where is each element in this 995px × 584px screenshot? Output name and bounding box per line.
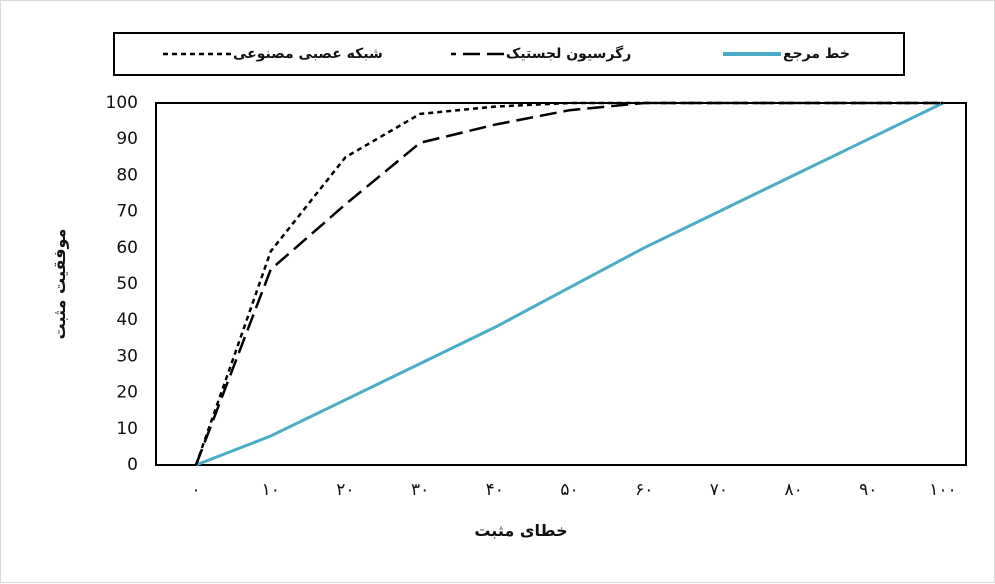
y-tick-label: 70 — [116, 202, 138, 222]
x-tick-label: ۷۰ — [710, 480, 728, 500]
legend-item-logistic: رگرسیون لجستیک — [451, 45, 631, 62]
y-tick-label: 40 — [116, 310, 138, 330]
x-tick-label: ۶۰ — [635, 480, 653, 500]
legend-item-ann: شبکه عصبی مصنوعی — [161, 46, 383, 62]
y-tick-label: 80 — [116, 165, 138, 185]
y-tick-label: 100 — [106, 93, 138, 113]
legend-label-reference: خط مرجع — [783, 46, 850, 62]
y-axis-ticks: 0 10 20 30 40 50 60 70 80 90 100 — [106, 93, 138, 475]
x-tick-label: ۵۰ — [560, 480, 578, 500]
series-line-2 — [195, 101, 944, 467]
plot-area — [155, 102, 967, 466]
y-tick-label: 30 — [116, 346, 138, 366]
x-axis-ticks: ۰ ۱۰ ۲۰ ۳۰ ۴۰ ۵۰ ۶۰ ۷۰ ۸۰ ۹۰ ۱۰۰ — [191, 480, 956, 500]
x-tick-label: ۸۰ — [784, 480, 802, 500]
legend-label-ann: شبکه عصبی مصنوعی — [233, 46, 383, 62]
x-tick-label: ۱۰ — [262, 480, 280, 500]
x-tick-label: ۲۰ — [336, 480, 354, 500]
y-axis-title: موفقیت مثبت — [50, 229, 69, 340]
y-tick-label: 90 — [116, 129, 138, 149]
x-tick-label: ۰ — [191, 480, 200, 500]
y-tick-label: 20 — [116, 383, 138, 403]
series-lines — [194, 101, 944, 467]
y-tick-label: 50 — [116, 274, 138, 294]
legend-item-reference: خط مرجع — [723, 46, 850, 62]
y-tick-label: 10 — [116, 419, 138, 439]
legend-label-logistic: رگرسیون لجستیک — [506, 45, 631, 62]
x-tick-label: ۳۰ — [411, 480, 429, 500]
x-tick-label: ۱۰۰ — [929, 480, 956, 500]
x-tick-label: ۴۰ — [486, 480, 504, 500]
y-tick-label: 0 — [127, 455, 138, 475]
x-tick-label: ۹۰ — [859, 480, 877, 500]
x-axis-title: خطای مثبت — [474, 521, 567, 540]
legend: شبکه عصبی مصنوعی رگرسیون لجستیک خط مرجع — [113, 32, 905, 76]
y-tick-label: 60 — [116, 238, 138, 258]
series-line-0 — [194, 101, 943, 466]
